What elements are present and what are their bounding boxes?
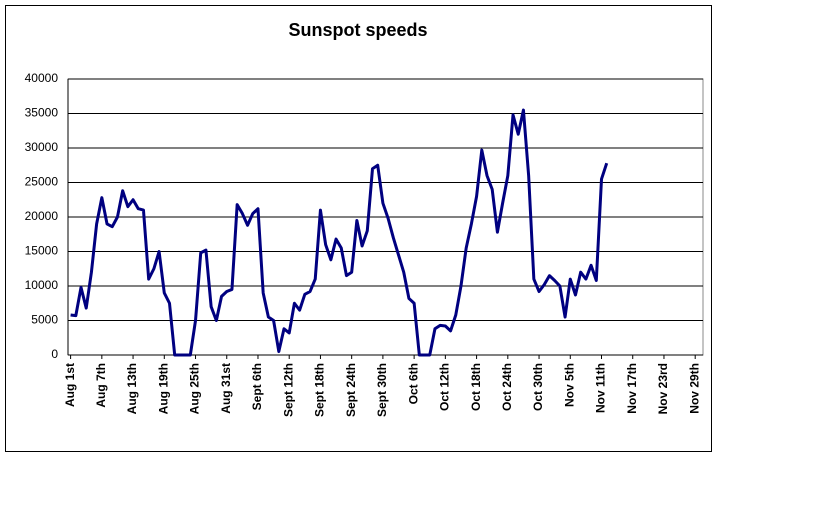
x-tick-label: Aug 19th	[156, 363, 170, 414]
x-tick-label: Sept 18th	[313, 363, 327, 417]
y-tick-label: 20000	[25, 209, 59, 223]
y-tick-label: 10000	[25, 278, 59, 292]
x-tick-label: Nov 5th	[562, 363, 576, 407]
x-tick-label: Sept 24th	[344, 363, 358, 417]
x-tick-label: Nov 23rd	[656, 363, 670, 414]
x-tick-label: Sept 12th	[281, 363, 295, 417]
chart-title: Sunspot speeds	[288, 20, 427, 40]
x-tick-label: Oct 12th	[438, 363, 452, 411]
x-tick-label: Aug 25th	[188, 363, 202, 414]
y-tick-label: 30000	[25, 140, 59, 154]
x-tick-label: Oct 30th	[531, 363, 545, 411]
x-tick-label: Aug 7th	[94, 363, 108, 408]
x-tick-label: Oct 24th	[500, 363, 514, 411]
x-tick-label: Aug 31st	[219, 363, 233, 414]
y-tick-label: 35000	[25, 106, 59, 120]
y-tick-label: 15000	[25, 244, 59, 258]
x-tick-label: Nov 17th	[625, 363, 639, 414]
x-tick-label: Nov 11th	[594, 363, 608, 413]
x-tick-label: Oct 18th	[469, 363, 483, 411]
x-tick-label: Nov 29th	[687, 363, 701, 414]
y-tick-label: 40000	[25, 71, 59, 85]
x-tick-label: Oct 6th	[406, 363, 420, 404]
x-tick-label: Sept 6th	[250, 363, 264, 410]
x-tick-label: Aug 1st	[63, 363, 77, 407]
y-tick-label: 25000	[25, 175, 59, 189]
x-tick-label: Aug 13th	[125, 363, 139, 414]
y-tick-label: 0	[51, 347, 58, 361]
data-line	[70, 108, 609, 357]
x-tick-label: Sept 30th	[375, 363, 389, 417]
y-tick-label: 5000	[31, 313, 58, 327]
